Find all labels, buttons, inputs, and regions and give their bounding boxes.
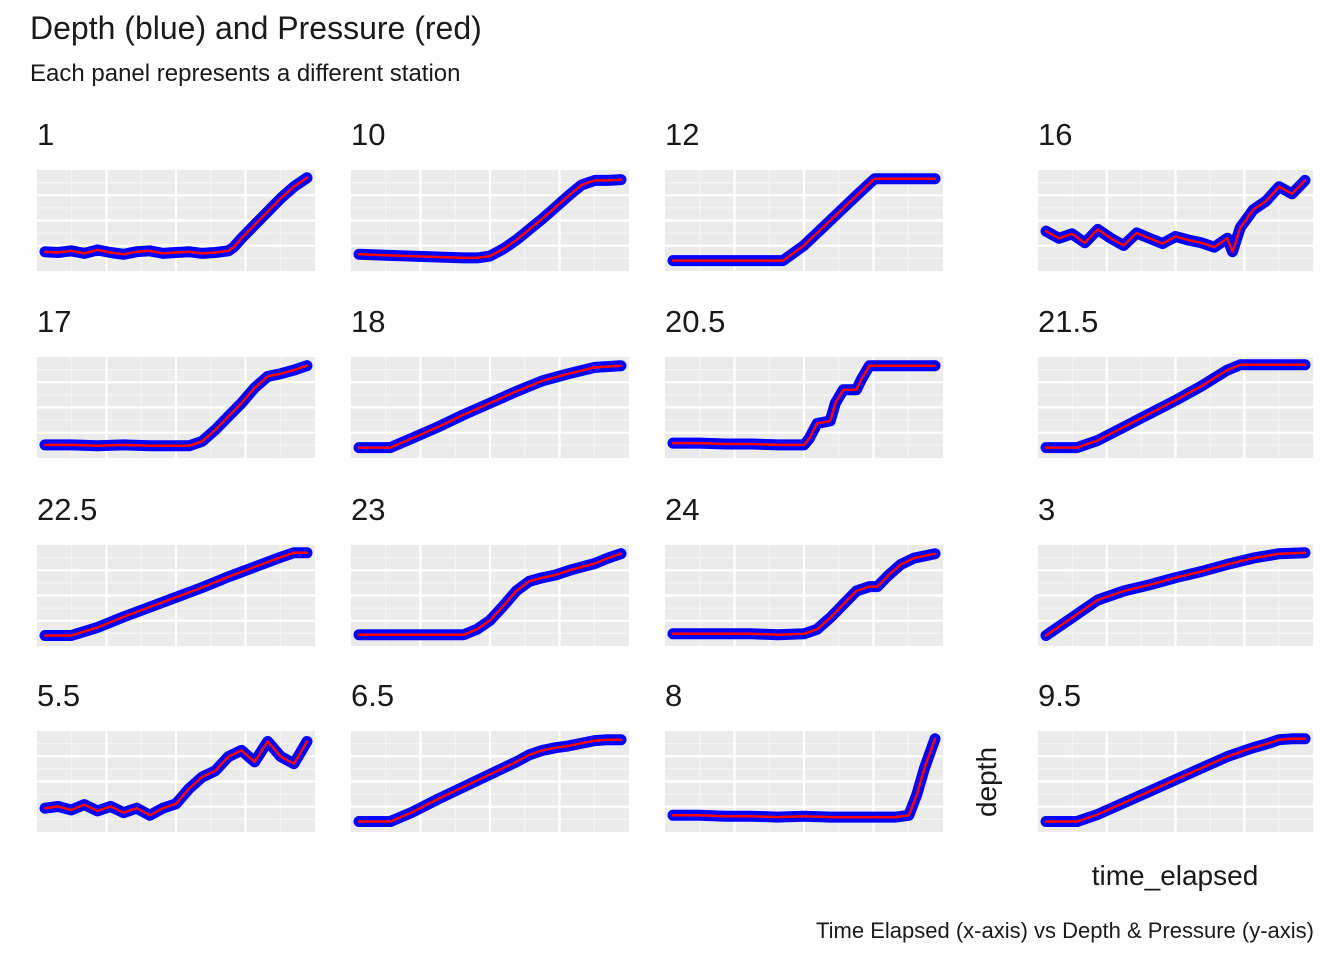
facet-panel: 10 (351, 117, 629, 271)
facet-panel: 3 (1038, 492, 1313, 646)
facet-strip-label: 22.5 (37, 492, 97, 527)
pressure-series-line (1044, 551, 1307, 637)
pressure-series-line (671, 737, 937, 819)
facet-strip-label: 20.5 (665, 304, 725, 339)
facet-strip-label: 17 (37, 304, 71, 339)
facet-strip-label: 10 (351, 117, 385, 152)
pressure-series-line (671, 177, 937, 262)
facet-panel: 6.5 (351, 678, 629, 832)
y-axis-label: depth (971, 746, 1002, 818)
pressure-series-line (1044, 363, 1307, 449)
pressure-series-line (671, 364, 937, 447)
facet-strip-label: 9.5 (1038, 678, 1081, 713)
pressure-series-line (357, 364, 623, 449)
pressure-series-line (1044, 179, 1307, 253)
facet-panel: 23 (351, 492, 629, 646)
facet-panel: 24 (665, 492, 943, 646)
facet-strip-label: 21.5 (1038, 304, 1098, 339)
facet-panel: 16 (1038, 117, 1313, 271)
plot-caption: Time Elapsed (x-axis) vs Depth & Pressur… (816, 918, 1314, 943)
pressure-series-line (43, 364, 309, 448)
facet-strip-label: 18 (351, 304, 385, 339)
x-axis-label: time_elapsed (1091, 860, 1259, 891)
facet-strip-label: 23 (351, 492, 385, 527)
facet-strip-label: 8 (665, 678, 682, 713)
facet-strip-label: 16 (1038, 117, 1072, 152)
plot-title: Depth (blue) and Pressure (red) (30, 10, 482, 46)
pressure-series-line (357, 552, 623, 636)
pressure-series-line (671, 552, 937, 636)
facet-panel: 21.5 (1038, 304, 1313, 458)
pressure-series-line (357, 738, 623, 823)
facet-strip-label: 1 (37, 117, 54, 152)
facet-panel: 12 (665, 117, 943, 271)
facet-strip-label: 3 (1038, 492, 1055, 527)
facet-panel: 18 (351, 304, 629, 458)
facet-panel: 5.5 (37, 678, 315, 832)
pressure-series-line (357, 178, 623, 260)
facet-strip-label: 6.5 (351, 678, 394, 713)
facet-strip-label: 5.5 (37, 678, 80, 713)
facet-strip-label: 24 (665, 492, 699, 527)
facet-panel: 22.5 (37, 492, 315, 646)
facet-strip-label: 12 (665, 117, 699, 152)
pressure-series-line (43, 551, 309, 637)
facet-panel: 9.5 (1038, 678, 1313, 832)
plot-subtitle: Each panel represents a different statio… (30, 60, 461, 87)
facet-panel: 17 (37, 304, 315, 458)
pressure-series-line (43, 176, 309, 256)
facet-panel: 8 (665, 678, 943, 832)
facet-panel: 20.5 (665, 304, 943, 458)
pressure-series-line (1044, 737, 1307, 823)
facet-panel: 1 (37, 117, 315, 271)
pressure-series-line (43, 740, 309, 817)
